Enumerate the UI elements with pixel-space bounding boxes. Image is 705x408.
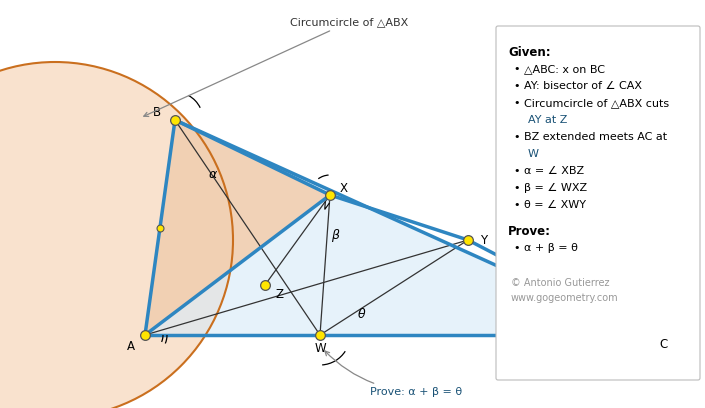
Text: Y: Y (480, 233, 488, 246)
Text: •: • (513, 243, 520, 253)
Text: •: • (513, 132, 520, 142)
Text: A: A (127, 341, 135, 353)
Text: △ABC: x on BC: △ABC: x on BC (524, 64, 605, 74)
Text: •: • (513, 183, 520, 193)
Text: Prove: α + β = θ: Prove: α + β = θ (325, 351, 462, 397)
Text: Prove:: Prove: (508, 225, 551, 238)
Circle shape (0, 62, 233, 408)
Text: Given:: Given: (508, 46, 551, 59)
Text: © Antonio Gutierrez
www.gogeometry.com: © Antonio Gutierrez www.gogeometry.com (511, 278, 618, 303)
Polygon shape (145, 120, 650, 335)
Text: AY at Z: AY at Z (528, 115, 568, 125)
Text: •: • (513, 98, 520, 108)
Text: Z: Z (275, 288, 283, 302)
Text: C: C (660, 339, 668, 352)
Text: B: B (153, 106, 161, 118)
Polygon shape (145, 120, 330, 335)
Text: •: • (513, 64, 520, 74)
Text: W: W (528, 149, 539, 159)
Text: W: W (314, 342, 326, 355)
Text: Circumcircle of △ABX: Circumcircle of △ABX (144, 17, 408, 116)
Text: β = ∠ WXZ: β = ∠ WXZ (524, 183, 587, 193)
Text: •: • (513, 166, 520, 176)
Text: θ = ∠ XWY: θ = ∠ XWY (524, 200, 586, 210)
FancyBboxPatch shape (496, 26, 700, 380)
Text: α + β = θ: α + β = θ (524, 243, 578, 253)
Text: Circumcircle of △ABX cuts: Circumcircle of △ABX cuts (524, 98, 669, 108)
Text: X: X (340, 182, 348, 195)
Text: •: • (513, 81, 520, 91)
Text: α = ∠ XBZ: α = ∠ XBZ (524, 166, 584, 176)
Text: BZ extended meets AC at: BZ extended meets AC at (524, 132, 667, 142)
Text: AY: bisector of ∠ CAX: AY: bisector of ∠ CAX (524, 81, 642, 91)
Text: θ: θ (358, 308, 366, 322)
Text: α: α (209, 169, 217, 182)
Text: β: β (331, 228, 339, 242)
Text: •: • (513, 200, 520, 210)
